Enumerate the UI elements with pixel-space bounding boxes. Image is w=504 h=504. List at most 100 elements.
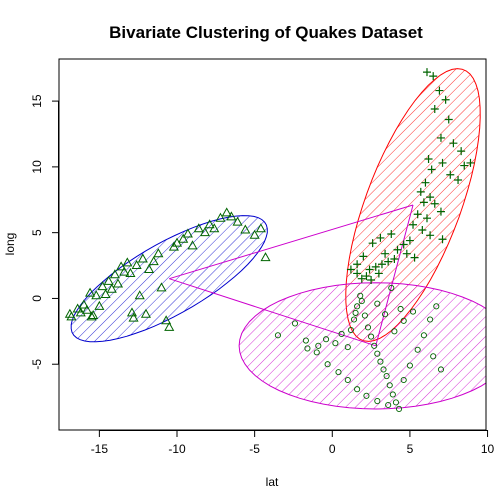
circle-point <box>420 332 427 339</box>
circle-point <box>380 366 387 373</box>
plus-point <box>460 161 469 170</box>
triangle-point <box>182 228 193 238</box>
plus-point <box>374 269 383 278</box>
triangle-point <box>78 299 89 309</box>
circle-point <box>389 391 396 398</box>
plus-point <box>444 115 453 124</box>
plus-point <box>436 133 445 142</box>
circle-point <box>363 392 370 399</box>
circle-point <box>358 298 365 305</box>
triangle-point <box>215 212 226 222</box>
plus-point <box>436 207 445 216</box>
y-axis-label: long <box>3 233 17 256</box>
triangle-point <box>64 308 75 318</box>
plus-point <box>466 158 475 167</box>
circle-point <box>383 373 390 380</box>
circle-point <box>433 303 440 310</box>
plus-point <box>387 229 396 238</box>
plus-point <box>426 193 435 202</box>
circle-point <box>406 362 413 369</box>
plus-point <box>410 253 419 262</box>
plus-point <box>390 254 399 263</box>
plus-point <box>405 236 414 245</box>
triangle-point <box>204 219 215 229</box>
circle-point <box>357 292 364 299</box>
cluster-link-line <box>169 204 414 280</box>
triangle-point <box>249 229 260 239</box>
triangle-point <box>94 300 105 310</box>
plus-point <box>438 158 447 167</box>
triangle-point <box>85 287 96 297</box>
circle-point <box>364 324 372 331</box>
triangle-point <box>164 321 175 331</box>
y-tick-label: 10 <box>30 160 44 174</box>
circle-point <box>344 376 351 384</box>
circle-point <box>388 284 395 291</box>
x-tick-label: 10 <box>481 442 495 456</box>
circle-point <box>386 382 393 389</box>
cluster-links <box>169 204 414 347</box>
plus-point <box>446 170 455 179</box>
triangle-point <box>240 224 251 234</box>
circle-point <box>368 333 375 340</box>
circle-point <box>437 366 445 373</box>
plus-point <box>377 260 386 269</box>
circle-point <box>374 300 381 307</box>
circle-point <box>302 337 309 344</box>
plus-point <box>413 210 422 219</box>
plus-point <box>424 154 433 163</box>
plus-point <box>435 86 444 95</box>
chart-title: Bivariate Clustering of Quakes Dataset <box>109 23 423 42</box>
triangle-point <box>178 233 189 243</box>
plus-point <box>376 233 385 242</box>
circle-point <box>430 353 437 360</box>
plus-point <box>457 147 466 156</box>
triangle-point <box>81 304 93 314</box>
triangle-point <box>137 253 148 263</box>
circle-point <box>392 399 399 406</box>
circle-point <box>291 320 299 327</box>
circle-point <box>354 386 361 393</box>
triangle-point <box>209 223 220 233</box>
triangle-point <box>106 283 117 293</box>
plus-point <box>422 68 431 77</box>
plus-point <box>381 249 390 258</box>
cluster-link-line <box>375 204 414 346</box>
triangle-point <box>128 312 139 322</box>
circle-point <box>344 344 351 351</box>
plus-point <box>367 276 376 285</box>
circle-point <box>335 369 342 376</box>
triangle-point <box>161 315 172 325</box>
x-axis-label: lat <box>266 475 279 489</box>
circle-point <box>385 401 392 409</box>
plus-point <box>359 252 368 261</box>
plus-point <box>365 265 374 274</box>
plus-point <box>426 231 435 240</box>
plus-point <box>371 262 380 271</box>
plus-point <box>409 220 418 229</box>
circle-point <box>304 345 311 352</box>
triangle-point <box>221 207 232 217</box>
plus-point <box>346 265 355 274</box>
x-tick-label: 5 <box>407 442 414 456</box>
triangle-point <box>199 227 211 237</box>
y-tick-label: -5 <box>30 359 44 370</box>
circle-point <box>324 361 331 368</box>
circle-point <box>377 358 384 365</box>
plus-point <box>430 199 439 208</box>
triangle-point <box>153 248 164 258</box>
triangle-point <box>232 216 243 226</box>
x-tick-label: -10 <box>168 442 186 456</box>
x-tick-label: -5 <box>249 442 260 456</box>
triangle-point <box>187 240 198 250</box>
plus-point <box>368 239 377 248</box>
plus-point <box>449 139 458 148</box>
plus-point <box>429 72 438 81</box>
circle-point <box>395 405 403 413</box>
plus-point <box>430 104 439 113</box>
circle-point <box>371 342 378 349</box>
data-points <box>64 68 475 413</box>
circle-point <box>382 311 389 318</box>
triangle-point <box>156 282 167 292</box>
y-axis: -5 0 5 10 15 <box>30 94 59 370</box>
